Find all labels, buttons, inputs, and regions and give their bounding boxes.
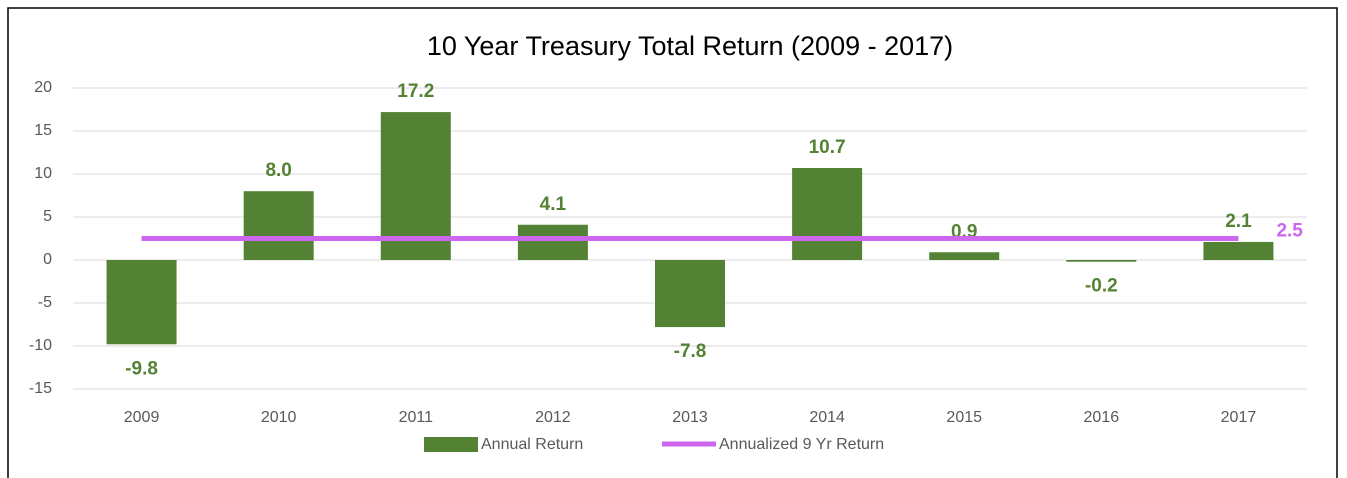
bar-value-label: -7.8	[674, 341, 707, 362]
bar	[1203, 241, 1274, 260]
bar-value-label: -9.8	[125, 358, 158, 379]
line-value-label: 2.5	[1276, 221, 1303, 242]
bar-value-label: 17.2	[397, 81, 434, 102]
bar	[106, 260, 177, 345]
legend-label: Annualized 9 Yr Return	[719, 436, 884, 453]
bar	[1066, 260, 1137, 262]
bar	[792, 167, 863, 260]
y-tick-label: 0	[43, 251, 52, 268]
bar	[655, 260, 725, 328]
x-tick-label: 2016	[1084, 409, 1120, 426]
bar	[380, 112, 451, 260]
bar	[929, 252, 1000, 260]
y-tick-label: -10	[29, 337, 52, 354]
chart-border	[7, 7, 1338, 478]
y-tick-label: 5	[43, 208, 52, 225]
y-tick-label: 15	[34, 122, 52, 139]
x-tick-label: 2013	[672, 409, 708, 426]
x-tick-label: 2017	[1221, 409, 1257, 426]
bar	[243, 191, 314, 260]
legend-label: Annual Return	[481, 436, 583, 453]
y-tick-label: 20	[34, 79, 52, 96]
bar-value-label: 4.1	[540, 194, 567, 215]
x-tick-label: 2015	[946, 409, 982, 426]
y-tick-label: -5	[38, 294, 52, 311]
bar-value-label: 10.7	[809, 137, 846, 158]
y-tick-label: 10	[34, 165, 52, 182]
x-tick-label: 2009	[124, 409, 160, 426]
bar-value-label: -0.2	[1085, 276, 1118, 297]
bar-value-label: 2.1	[1225, 211, 1252, 232]
bar-value-label: 8.0	[265, 160, 291, 181]
x-tick-label: 2012	[535, 409, 571, 426]
legend-swatch	[424, 437, 478, 452]
x-tick-label: 2014	[809, 409, 845, 426]
x-tick-label: 2011	[399, 409, 434, 426]
y-tick-label: -15	[29, 380, 52, 397]
x-tick-label: 2010	[261, 409, 297, 426]
chart-title: 10 Year Treasury Total Return (2009 - 20…	[427, 31, 953, 61]
bar	[517, 224, 588, 260]
